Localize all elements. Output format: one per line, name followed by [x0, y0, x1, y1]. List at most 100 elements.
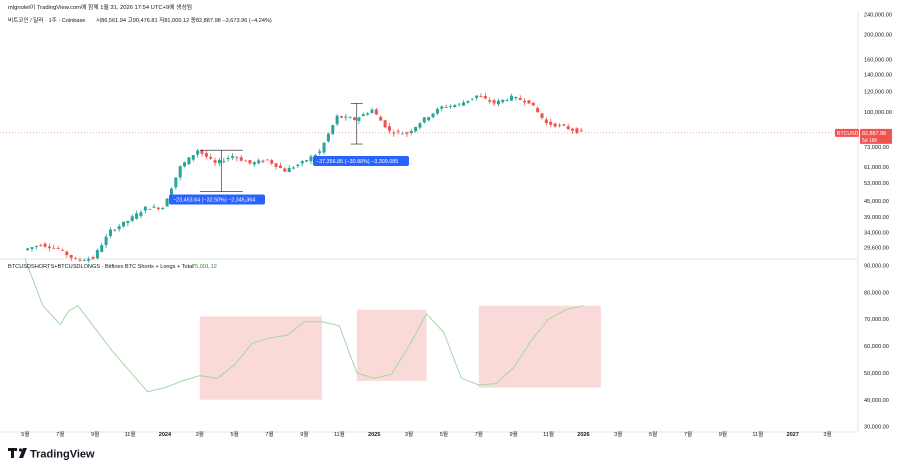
indicator-tick-label: 30,000.00 — [864, 425, 889, 431]
candle-body — [496, 100, 500, 105]
candle-body — [87, 258, 91, 261]
indicator-tick-label: 50,000.00 — [864, 371, 889, 377]
candle-body — [165, 198, 169, 207]
candle-body — [296, 164, 300, 166]
candle-body — [126, 220, 130, 223]
candle-body — [183, 162, 187, 167]
symbol-badge-text: BTCUSD — [837, 131, 859, 137]
time-tick-label: 7월 — [475, 430, 483, 438]
candle-body — [56, 248, 60, 249]
candle-body — [196, 150, 200, 155]
candle-body — [361, 114, 365, 116]
candle-body — [139, 212, 143, 216]
candle-body — [235, 157, 239, 159]
candle-body — [30, 247, 34, 249]
candle-body — [169, 188, 173, 197]
candle-body — [148, 209, 152, 210]
candle-body — [470, 98, 474, 100]
candle-body — [91, 257, 95, 259]
candle-body — [544, 119, 548, 123]
candle-body — [405, 132, 409, 134]
indicator-line — [24, 257, 584, 393]
candle-body — [135, 213, 139, 219]
candle-body — [387, 126, 391, 131]
candle-body — [553, 123, 557, 127]
candle-body — [571, 128, 575, 131]
candle-body — [531, 102, 535, 106]
candle-body — [292, 167, 296, 169]
candle-body — [348, 117, 352, 119]
candle-body — [457, 103, 461, 105]
time-tick-label: 11월 — [543, 430, 554, 438]
candle-body — [418, 123, 422, 128]
candle-body — [39, 245, 43, 247]
candle-body — [47, 246, 51, 249]
candle-body — [370, 109, 374, 114]
indicator-title: BTCUSDSHORTS+BTCUSDLONGS · Bitfinex BTC … — [8, 264, 194, 270]
measure-badge-text: −23,453.64 (−32.50%) −2,345,364 — [173, 198, 255, 204]
logo-mark-dot — [18, 448, 23, 452]
candle-body — [344, 116, 348, 118]
candle-body — [60, 249, 64, 251]
candle-body — [422, 117, 426, 123]
ohlc-values: 시86,561.94 고90,476.81 저81,000.12 종82,887… — [96, 16, 272, 24]
price-tick-label: 61,000.00 — [864, 165, 889, 171]
candle-body — [510, 95, 514, 101]
time-tick-label: 9월 — [510, 430, 518, 438]
candle-body — [435, 108, 439, 114]
candle-body — [270, 160, 274, 164]
time-tick-label: 7월 — [265, 430, 273, 438]
candle-body — [335, 115, 339, 125]
candle-body — [261, 160, 265, 162]
indicator-tick-label: 70,000.00 — [864, 317, 889, 323]
candle-body — [501, 99, 505, 103]
measure2-badge — [313, 156, 409, 166]
candle-body — [143, 206, 147, 211]
candle-body — [379, 116, 383, 121]
price-tick-label: 120,000.00 — [864, 90, 892, 96]
logo-text: TradingView — [30, 449, 95, 461]
candle-body — [187, 157, 191, 165]
time-tick-label: 5월 — [231, 430, 239, 438]
candle-body — [326, 133, 330, 142]
time-tick-label: 5월 — [649, 430, 657, 438]
price-badge — [860, 128, 892, 144]
candle-body — [130, 216, 134, 221]
time-tick-label: 2025 — [368, 432, 380, 438]
candle-body — [549, 121, 553, 125]
candle-body — [453, 105, 457, 108]
time-tick-label: 5월 — [21, 430, 29, 438]
indicator-tick-label: 60,000.00 — [864, 344, 889, 350]
candle-body — [479, 95, 483, 97]
candle-body — [78, 259, 82, 261]
candle-body — [265, 159, 269, 161]
candle-body — [204, 152, 208, 157]
candle-body — [82, 259, 86, 261]
candle-body — [156, 207, 160, 210]
candle-body — [518, 98, 522, 100]
candle-body — [122, 221, 126, 227]
candle-body — [318, 151, 322, 154]
time-tick-label: 2027 — [786, 432, 798, 438]
candle-body — [174, 177, 178, 188]
candle-body — [383, 120, 387, 128]
candle-body — [483, 96, 487, 99]
candle-body — [244, 160, 248, 162]
time-tick-label: 7월 — [684, 430, 692, 438]
countdown-text: 5d 16h — [862, 138, 878, 144]
time-tick-label: 9월 — [300, 430, 308, 438]
price-tick-label: 200,000.00 — [864, 33, 892, 39]
time-tick-label: 3월 — [614, 430, 622, 438]
candle-body — [331, 125, 335, 134]
candle-body — [191, 155, 195, 160]
candle-body — [217, 159, 221, 164]
candle-body — [414, 126, 418, 132]
candle-body — [74, 258, 78, 259]
candle-body — [353, 117, 357, 120]
candle-body — [287, 167, 291, 173]
symbol-badge — [835, 128, 859, 137]
candle-body — [431, 113, 435, 118]
candle-body — [557, 125, 561, 126]
publish-info: mlgnolet이 TradingView.com에 함께 1월 31, 202… — [8, 3, 192, 11]
